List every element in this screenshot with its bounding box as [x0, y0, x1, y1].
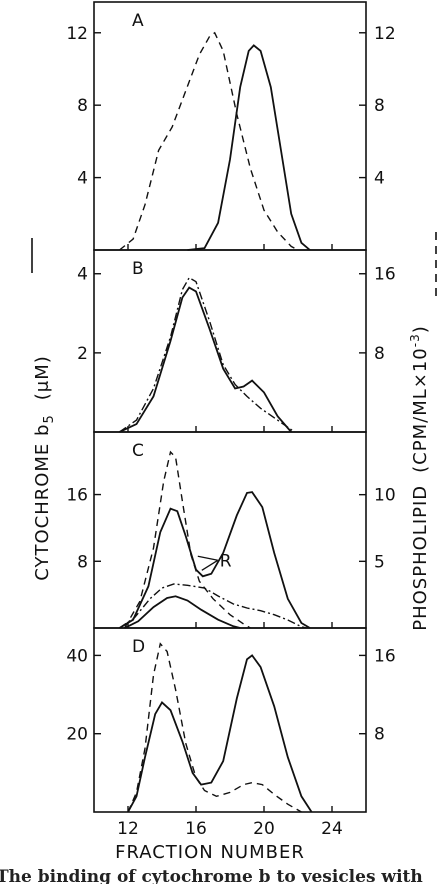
panel-d: D 20 40 8 16 12 16 20 24 [66, 627, 396, 839]
panel-d-right-tick-label: 16 [374, 646, 396, 666]
panel-a-right-tick-label: 4 [374, 169, 385, 189]
panel-d-label: D [132, 637, 145, 657]
panel-a-left-tick-label: 8 [77, 96, 88, 116]
panel-c-left-tick-label: 16 [66, 486, 88, 506]
panel-b: B 2 4 8 16 [77, 249, 396, 433]
svg-text:CYTOCHROME b5(μM): CYTOCHROME b5 (μM) [32, 355, 57, 581]
panel-c-series-2 [124, 595, 241, 629]
panel-a-label: A [132, 11, 144, 31]
panel-d-series-1 [127, 654, 313, 813]
left-axis-title-text: CYTOCHROME b [32, 424, 53, 581]
panel-d-left-tick-label: 40 [66, 646, 88, 666]
panel-d-frame [93, 627, 367, 813]
panel-c-label: C [132, 441, 144, 461]
panel-a-right-tick-label: 8 [374, 96, 385, 116]
right-axis-close: ) [410, 325, 431, 333]
panel-a-left-tick-label: 4 [77, 169, 88, 189]
panel-c-series-1 [119, 491, 311, 629]
panel-a: A 4 8 12 4 8 12 [66, 1, 396, 251]
panel-b-left-tick-label: 2 [77, 344, 88, 364]
panel-d-x-tick-label: 24 [321, 819, 343, 839]
right-axis-unit: (CPM/ML×10 [410, 347, 431, 473]
panel-b-series-1 [119, 286, 292, 433]
panel-a-right-tick-label: 12 [374, 24, 396, 44]
panel-a-frame [93, 1, 367, 251]
panel-d-x-tick-label: 12 [117, 819, 139, 839]
panel-d-left-tick-label: 20 [66, 725, 88, 745]
panel-d-right-tick-label: 8 [374, 725, 385, 745]
panel-b-right-tick-label: 8 [374, 344, 385, 364]
right-axis-exponent: -3 [408, 333, 422, 347]
panel-a-series-1 [187, 44, 311, 251]
caption-fragment: The binding of cytochrome b to vesicles … [0, 867, 423, 884]
panel-d-series-2 [127, 642, 302, 813]
x-axis-title: FRACTION NUMBER [115, 842, 305, 863]
left-axis-subscript: 5 [42, 414, 57, 423]
panel-c: C 8 16 5 10 R [66, 431, 396, 629]
panel-c-left-tick-label: 8 [77, 552, 88, 572]
panel-c-annotation-arrow [197, 555, 219, 571]
panel-a-left-tick-label: 12 [66, 24, 88, 44]
panel-b-left-tick-label: 4 [77, 265, 88, 285]
panel-c-annotation: R [220, 551, 232, 571]
panel-c-right-tick-label: 10 [374, 486, 396, 506]
panel-c-series-4 [119, 583, 307, 629]
panel-b-right-tick-label: 16 [374, 265, 396, 285]
left-axis-title: CYTOCHROME b5 (μM) [32, 355, 57, 581]
right-axis-title-text: PHOSPHOLIPID [410, 485, 431, 631]
right-axis-title: PHOSPHOLIPID (CPM/ML×10-3) [408, 325, 431, 631]
panel-d-x-tick-label: 20 [253, 819, 275, 839]
panel-c-series-3 [123, 450, 251, 629]
panel-c-right-tick-label: 5 [374, 552, 385, 572]
panel-c-frame [93, 431, 367, 629]
panel-a-series-2 [119, 31, 299, 251]
panel-b-label: B [132, 259, 144, 279]
left-axis-unit: (μM) [32, 355, 53, 400]
panel-d-x-tick-label: 16 [185, 819, 207, 839]
svg-text:PHOSPHOLIPID(CPM/ML×10-3): PHOSPHOLIPID (CPM/ML×10-3) [408, 325, 431, 631]
panel-b-series-2 [119, 276, 296, 433]
